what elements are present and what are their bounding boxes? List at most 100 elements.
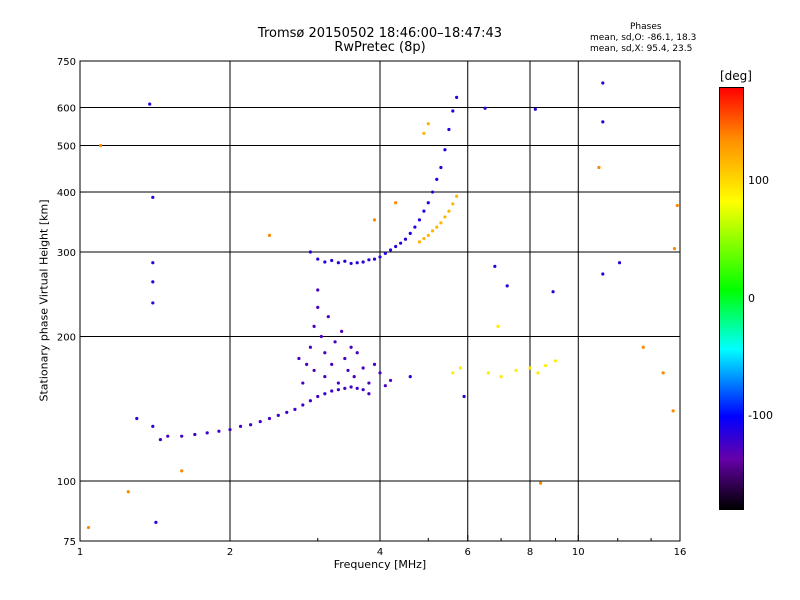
data-point: [443, 148, 447, 152]
data-point: [228, 427, 232, 432]
y-tick-label: 100: [57, 477, 76, 488]
data-point: [641, 345, 645, 349]
data-point: [323, 375, 327, 379]
data-point: [336, 261, 340, 265]
phases-x-mean: mean, sd,X: 95.4, 23.5: [590, 44, 693, 54]
data-point: [408, 231, 412, 236]
data-point: [346, 368, 350, 373]
data-point: [249, 423, 253, 427]
data-point: [426, 201, 430, 205]
data-point: [99, 143, 103, 148]
data-point: [505, 284, 509, 288]
data-point: [483, 106, 487, 110]
data-point: [435, 177, 439, 182]
data-point: [553, 359, 558, 363]
data-point: [276, 413, 280, 418]
y-tick-label: 75: [63, 537, 76, 548]
x-axis-label: Frequency [MHz]: [333, 558, 427, 571]
data-point: [533, 107, 537, 111]
colorbar-tick-label: -100: [748, 409, 773, 422]
data-point: [367, 381, 371, 385]
data-point: [430, 190, 435, 194]
data-point: [308, 399, 313, 403]
data-point: [493, 264, 497, 268]
data-point: [151, 195, 155, 199]
data-point: [514, 368, 518, 373]
data-point: [372, 362, 377, 366]
data-point: [394, 244, 398, 249]
data-point: [361, 388, 365, 392]
data-point: [333, 340, 337, 344]
data-point: [496, 324, 500, 328]
data-point: [193, 432, 197, 437]
data-point: [378, 255, 382, 259]
data-point: [499, 375, 503, 379]
data-point: [439, 221, 443, 225]
data-point: [343, 386, 347, 390]
x-tick-label: 6: [465, 547, 471, 558]
data-point: [297, 356, 301, 361]
data-point: [426, 233, 430, 237]
data-point: [403, 237, 408, 241]
data-point: [544, 363, 548, 368]
data-point: [372, 257, 377, 261]
data-point: [217, 429, 221, 433]
data-point: [316, 288, 320, 292]
data-point: [352, 375, 356, 379]
data-point: [151, 261, 155, 265]
data-point: [383, 251, 387, 256]
data-point: [343, 356, 347, 361]
data-point: [308, 250, 313, 254]
x-tick-label: 8: [527, 547, 533, 558]
data-point: [238, 424, 243, 428]
data-point: [422, 209, 426, 213]
data-point: [316, 305, 320, 310]
data-point: [394, 201, 398, 205]
data-point: [330, 389, 334, 393]
data-point: [430, 229, 435, 233]
data-point: [597, 165, 601, 170]
data-point: [413, 225, 417, 229]
data-point: [323, 260, 327, 264]
data-point: [451, 109, 455, 113]
x-tick-label: 10: [572, 547, 585, 558]
data-point: [388, 378, 393, 383]
colorbar-tick-label: 0: [748, 291, 755, 305]
data-point: [330, 362, 334, 366]
data-point: [180, 434, 184, 438]
data-point: [447, 127, 451, 132]
data-point: [312, 368, 316, 373]
data-point: [486, 371, 490, 375]
data-point: [319, 334, 323, 339]
data-point: [148, 102, 152, 106]
data-point: [355, 386, 359, 390]
data-point: [361, 366, 365, 370]
data-point: [675, 203, 679, 208]
data-point: [455, 95, 459, 99]
data-point: [308, 345, 313, 349]
data-point: [458, 366, 463, 370]
data-point: [326, 315, 330, 319]
data-point: [316, 257, 320, 261]
data-point: [126, 490, 130, 494]
y-tick-label: 300: [57, 248, 76, 259]
data-point: [439, 165, 443, 170]
data-point: [301, 381, 305, 385]
data-point: [601, 120, 605, 124]
data-point: [293, 407, 297, 412]
data-point: [151, 280, 155, 284]
data-point: [151, 301, 155, 305]
data-point: [151, 424, 155, 428]
data-point: [435, 225, 439, 229]
data-point: [336, 381, 340, 385]
colorbar-unit: [deg]: [720, 69, 752, 83]
data-point: [538, 481, 543, 485]
data-point: [417, 240, 422, 244]
data-point: [426, 122, 430, 126]
data-point: [422, 236, 426, 241]
data-point: [312, 324, 316, 328]
y-tick-label: 400: [57, 188, 76, 199]
data-point: [671, 409, 675, 413]
data-point: [399, 241, 403, 245]
